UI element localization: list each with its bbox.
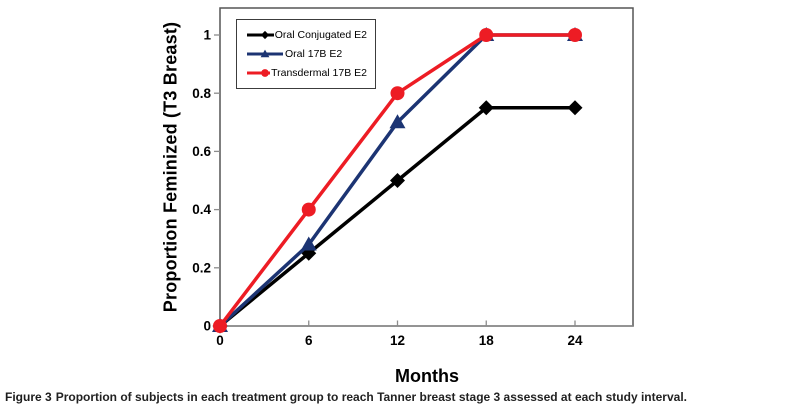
data-point-marker	[479, 28, 494, 42]
legend-marker-icon	[247, 30, 274, 39]
series-line	[218, 106, 577, 328]
chart-canvas: 0 0.2 0.4 0.6 0.8 1 0 6 12 18 24	[192, 7, 634, 348]
legend-item: Oral Conjugated E2	[246, 25, 367, 44]
data-point-marker	[213, 319, 227, 333]
data-point-marker	[260, 30, 270, 39]
y-tick-label: 1	[203, 28, 211, 43]
x-tick-label: 6	[305, 333, 313, 348]
y-tick-label: 0.6	[192, 144, 211, 159]
data-point-marker	[390, 173, 405, 188]
legend-item: Oral 17B E2	[246, 44, 367, 63]
legend: Oral Conjugated E2 Oral 17B E2 Transdermal…	[236, 19, 376, 89]
data-point-marker	[300, 236, 317, 251]
legend-marker-icon	[247, 68, 271, 77]
data-point-marker	[567, 100, 583, 116]
legend-label: Transdermal 17B E2	[271, 66, 367, 79]
x-tick-label: 12	[390, 333, 405, 348]
x-tick-label: 18	[479, 333, 495, 348]
data-point-marker	[390, 86, 405, 101]
data-point-marker	[260, 49, 270, 57]
data-point-marker	[261, 68, 269, 77]
data-point-marker	[568, 28, 582, 42]
legend-item: Transdermal 17B E2	[246, 63, 367, 82]
figure-caption: Figure 3 Proportion of subjects in each t…	[5, 390, 687, 404]
data-point-marker	[301, 202, 316, 217]
y-tick-label: 0	[203, 319, 211, 334]
figure-caption-text: Proportion of subjects in each treatment…	[55, 390, 687, 404]
legend-label: Oral Conjugated E2	[274, 28, 367, 41]
legend-label: Oral 17B E2	[285, 47, 343, 60]
y-tick-label: 0.2	[192, 260, 211, 275]
x-tick-label: 24	[567, 333, 583, 348]
y-tick-label: 0.4	[192, 202, 211, 217]
y-tick-label: 0.8	[192, 86, 211, 101]
x-tick-label: 0	[216, 333, 224, 348]
figure-caption-label: Figure 3	[5, 390, 52, 404]
x-axis-title: Months	[395, 366, 459, 386]
data-point-marker	[478, 100, 494, 116]
legend-marker-icon	[247, 49, 283, 57]
data-point-marker	[389, 114, 406, 129]
